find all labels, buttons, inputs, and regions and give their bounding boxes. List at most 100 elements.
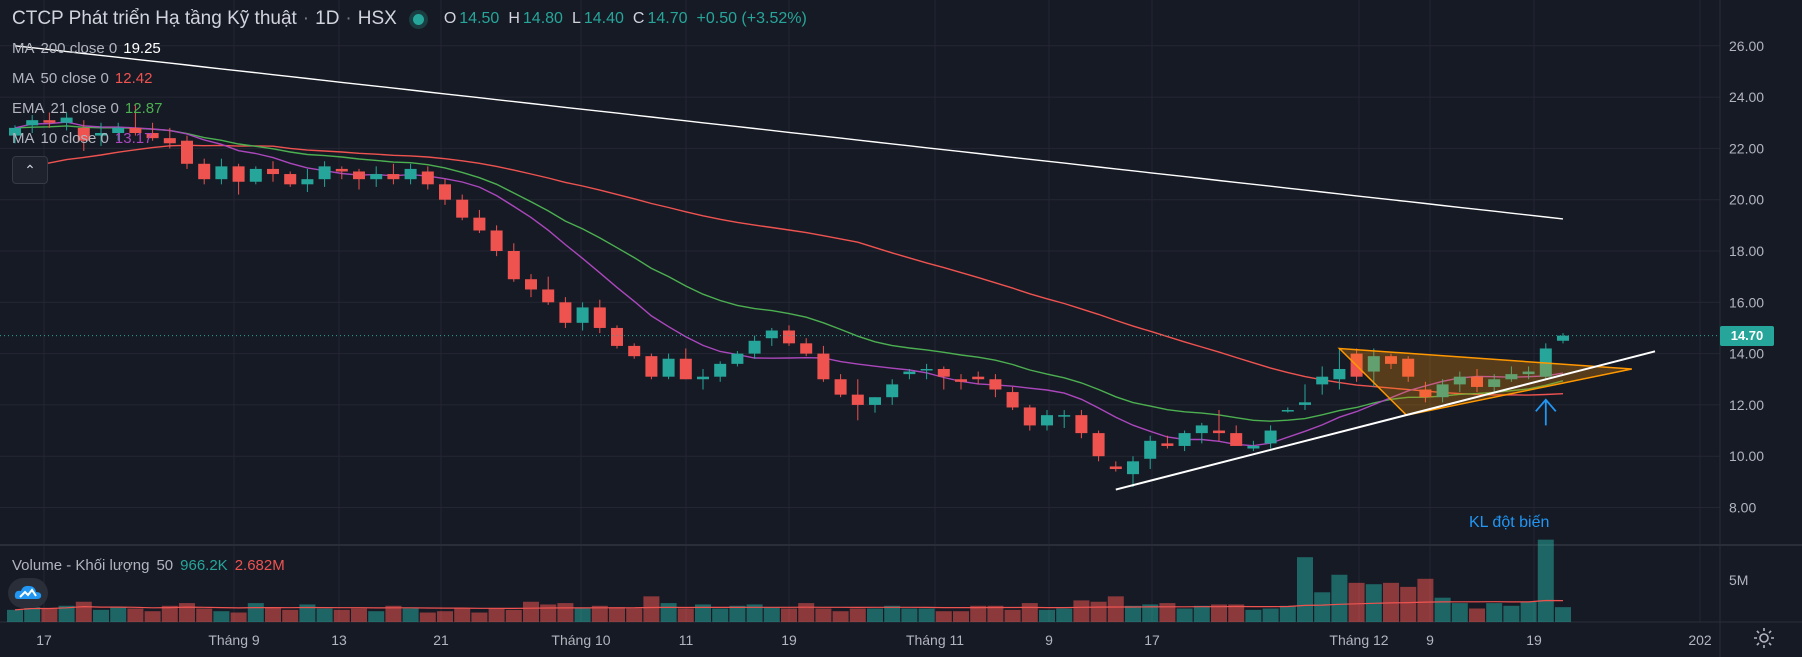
candle-body [1195, 425, 1208, 434]
volume-bar [849, 608, 866, 622]
candle-body [215, 166, 228, 180]
volume-bar [196, 608, 213, 622]
volume-bar [643, 596, 660, 622]
y-tick-label: 28.00 [1729, 0, 1764, 3]
exchange: HSX [357, 8, 397, 29]
volume-bar [660, 603, 677, 622]
candle-body [1264, 430, 1277, 444]
high-label: H [508, 10, 520, 27]
volume-bar [1211, 604, 1227, 622]
indicator-ema21[interactable]: EMA 21 close 0 12.87 [12, 100, 162, 117]
close-label: C [632, 10, 645, 27]
x-tick-label: 13 [331, 632, 347, 648]
candle-body [1522, 371, 1535, 375]
candle-body [1505, 374, 1518, 380]
ema21-line [14, 125, 1564, 422]
volume-bar [351, 608, 367, 622]
y-tick-label: 14.00 [1729, 346, 1764, 362]
volume-bar [867, 608, 883, 622]
low-value: 14.40 [583, 10, 624, 27]
volume-bar [1331, 574, 1348, 622]
volume-bar [523, 601, 539, 622]
candle-body [1127, 461, 1139, 475]
volume-bar [1348, 582, 1365, 622]
volume-bar [75, 601, 92, 622]
candle-body [1385, 356, 1397, 364]
market-status-icon[interactable] [412, 13, 424, 25]
candle-body [473, 217, 486, 231]
x-tick-label: 202 [1688, 632, 1712, 648]
candle-body [1178, 433, 1191, 446]
volume-bar [609, 607, 625, 622]
volume-bar [1039, 609, 1055, 622]
volume-bar [1279, 605, 1296, 622]
volume-bar [970, 605, 987, 622]
x-tick-label: 17 [36, 632, 52, 648]
volume-bar [127, 608, 144, 622]
volume-bar [454, 608, 471, 622]
indicator-params: 10 close 0 [40, 130, 109, 147]
candle-body [353, 171, 365, 180]
change-value: +0.50 (+3.52%) [696, 10, 807, 27]
y-tick-label: 22.00 [1729, 140, 1764, 156]
candle-body [163, 138, 176, 144]
volume-bar [471, 612, 488, 622]
x-tick-label: 9 [1426, 632, 1434, 648]
volume-length: 50 [156, 557, 174, 574]
candle-body [301, 179, 314, 185]
volume-bar [1125, 605, 1141, 622]
candle-body [43, 120, 56, 123]
indicator-ma10[interactable]: MA 10 close 0 13.17 [12, 130, 152, 147]
symbol-name[interactable]: CTCP Phát triển Hạ tầng Kỹ thuật [12, 8, 297, 29]
y-tick-label: 16.00 [1729, 294, 1764, 310]
candle-body [146, 133, 159, 139]
x-tick-label: 19 [1526, 632, 1542, 648]
candle-body [783, 330, 795, 344]
candle-body [181, 140, 193, 164]
volume-bar [1417, 578, 1434, 622]
indicator-ma50[interactable]: MA 50 close 0 12.42 [12, 70, 152, 87]
candle-body [972, 376, 985, 380]
volume-bar [1193, 605, 1210, 622]
cloud-logo-icon[interactable] [8, 578, 48, 608]
gear-icon[interactable] [1752, 626, 1776, 650]
volume-bar [505, 609, 522, 622]
moving-average-lines [14, 45, 1564, 447]
candle-body [1316, 376, 1329, 385]
candle-body [1023, 407, 1036, 426]
candle-body [1092, 433, 1105, 457]
candle-body [335, 168, 348, 172]
candle-body [559, 302, 572, 323]
volume-bar [729, 605, 746, 622]
ohlc-values: O 14.50 H 14.80 L 14.40 C 14.70 +0.50 (+3.52… [444, 10, 813, 28]
volume-legend[interactable]: Volume - Khối lượng 50 966.2K 2.682M [12, 557, 285, 574]
indicator-name: MA [12, 130, 35, 147]
x-tick-label: 19 [781, 632, 797, 648]
candle-body [748, 340, 761, 354]
candle-body [370, 174, 383, 180]
volume-spike-annotation[interactable]: KL đột biến [1469, 514, 1550, 531]
candle-body [903, 371, 916, 375]
close-value: 14.70 [647, 10, 688, 27]
candle-body [869, 397, 881, 405]
volume-bar [1004, 609, 1021, 622]
indicator-ma200[interactable]: MA 200 close 0 19.25 [12, 40, 161, 57]
indicator-value: 19.25 [123, 40, 161, 57]
interval[interactable]: 1D [315, 8, 340, 29]
volume-bar [1056, 608, 1073, 622]
y-tick-label: 24.00 [1729, 89, 1764, 105]
volume-bar [1314, 592, 1331, 622]
volume-bar [437, 611, 453, 622]
candle-body [645, 356, 658, 377]
volume-bar [918, 608, 935, 622]
x-tick-label: Tháng 12 [1329, 632, 1388, 648]
volume-ma-line [14, 599, 1564, 611]
candle-body [1058, 415, 1071, 417]
candle-body [662, 358, 675, 377]
volume-bar [677, 608, 694, 622]
collapse-legend-button[interactable]: ⌃ [12, 156, 48, 184]
candle-body [1488, 379, 1501, 387]
volume-bar [265, 607, 281, 622]
